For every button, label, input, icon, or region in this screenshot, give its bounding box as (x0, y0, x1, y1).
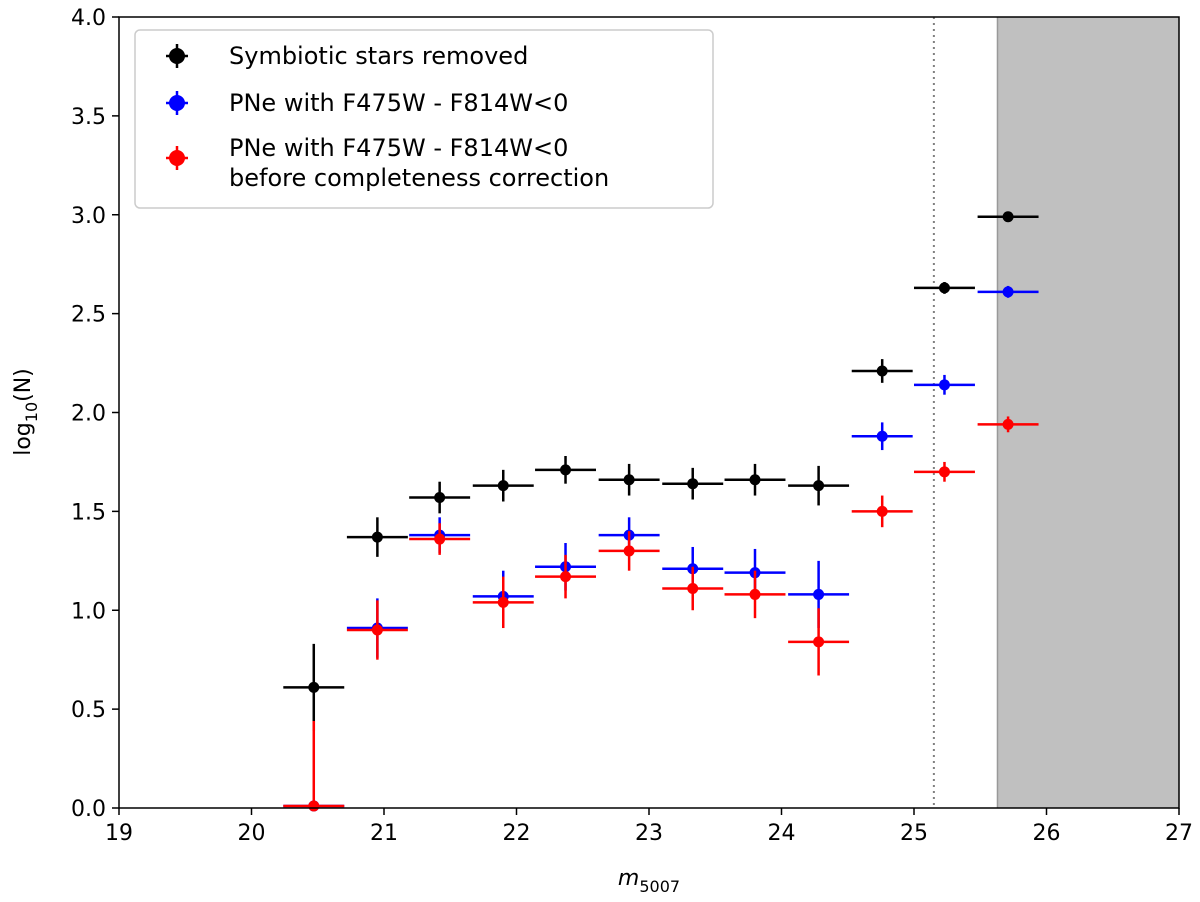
x-tick-label: 23 (635, 821, 663, 846)
x-tick-label: 25 (900, 821, 928, 846)
marker (1002, 211, 1014, 223)
series-layer (283, 211, 1039, 812)
data-point (851, 495, 913, 528)
marker (1002, 418, 1014, 430)
legend-entry-1: PNe with F475W - F814W<0 (166, 89, 568, 117)
marker (938, 282, 950, 294)
data-point (472, 576, 534, 629)
marker (687, 478, 699, 490)
x-tick-label: 20 (238, 821, 266, 846)
marker (938, 379, 950, 391)
data-point (662, 566, 724, 611)
marker (308, 800, 320, 812)
marker (749, 474, 761, 486)
data-point (724, 570, 786, 619)
marker (434, 492, 446, 504)
x-tick-label: 21 (370, 821, 398, 846)
data-point (346, 600, 408, 660)
marker (434, 533, 446, 545)
data-point (724, 463, 786, 496)
y-tick-label: 3.5 (71, 105, 106, 130)
y-tick-label: 3.0 (71, 204, 106, 229)
marker (876, 505, 888, 517)
data-point (851, 359, 913, 383)
y-axis-label: log10(N) (11, 368, 41, 456)
marker (876, 430, 888, 442)
y-tick-label: 2.0 (71, 402, 106, 427)
marker (308, 681, 320, 693)
data-point (851, 422, 913, 451)
data-point (662, 467, 724, 500)
x-tick-label: 22 (503, 821, 531, 846)
legend: Symbiotic stars removed PNe with F475W - … (134, 29, 714, 209)
marker (371, 624, 383, 636)
shaded-region (997, 17, 1179, 808)
legend-box (134, 29, 714, 209)
x-tick-label: 24 (768, 821, 796, 846)
data-point (283, 643, 345, 731)
y-tick-label: 0.5 (71, 698, 106, 723)
data-point (977, 285, 1039, 298)
data-point (788, 465, 850, 506)
marker (687, 582, 699, 594)
legend-entry-0: Symbiotic stars removed (166, 42, 528, 70)
legend-label: Symbiotic stars removed (229, 42, 528, 70)
marker (749, 588, 761, 600)
marker (813, 636, 825, 648)
legend-marker (169, 48, 185, 64)
data-point (535, 554, 596, 599)
data-point (977, 211, 1039, 223)
marker (623, 545, 635, 557)
marker (813, 480, 825, 492)
data-point (409, 523, 471, 555)
y-tick-label: 0.0 (71, 797, 106, 822)
y-tick-label: 2.5 (71, 303, 106, 328)
marker (560, 571, 572, 583)
data-point (598, 463, 660, 496)
legend-entry-2: PNe with F475W - F814W<0 before completen… (166, 134, 609, 192)
marker (497, 596, 509, 608)
legend-marker (169, 95, 185, 111)
data-point (977, 416, 1039, 433)
data-point (914, 374, 975, 395)
marker (876, 365, 888, 377)
data-point (472, 469, 534, 502)
series-0 (283, 211, 1039, 731)
data-point (914, 281, 975, 294)
data-point (788, 608, 850, 676)
marker (623, 474, 635, 486)
data-point (535, 456, 596, 484)
x-tick-label: 19 (105, 821, 133, 846)
y-tick-label: 1.0 (71, 599, 106, 624)
shaded-region-layer (996, 17, 1179, 808)
data-point (346, 517, 408, 557)
marker (371, 531, 383, 543)
series-2 (283, 416, 1039, 812)
data-point (409, 481, 471, 514)
x-tick-label: 26 (1033, 821, 1061, 846)
data-point (914, 461, 975, 482)
legend-label: PNe with F475W - F814W<0 (229, 89, 568, 117)
series-1 (283, 285, 1039, 812)
y-tick-label: 1.5 (71, 500, 106, 525)
marker (560, 464, 572, 476)
marker (497, 480, 509, 492)
marker (938, 466, 950, 478)
marker (813, 588, 825, 600)
data-point (283, 720, 345, 812)
ticks-layer: 19 20 21 22 23 24 25 26 27 0.0 0.5 1.0 1.5 2.0 2.5 3.0 3… (71, 6, 1193, 846)
legend-label: PNe with F475W - F814W<0 before completen… (229, 134, 609, 192)
x-axis-label: m5007 (618, 866, 680, 896)
legend-marker (169, 150, 185, 166)
y-tick-label: 4.0 (71, 6, 106, 31)
data-point (598, 531, 660, 571)
marker (1002, 286, 1014, 298)
x-tick-label: 27 (1165, 821, 1193, 846)
